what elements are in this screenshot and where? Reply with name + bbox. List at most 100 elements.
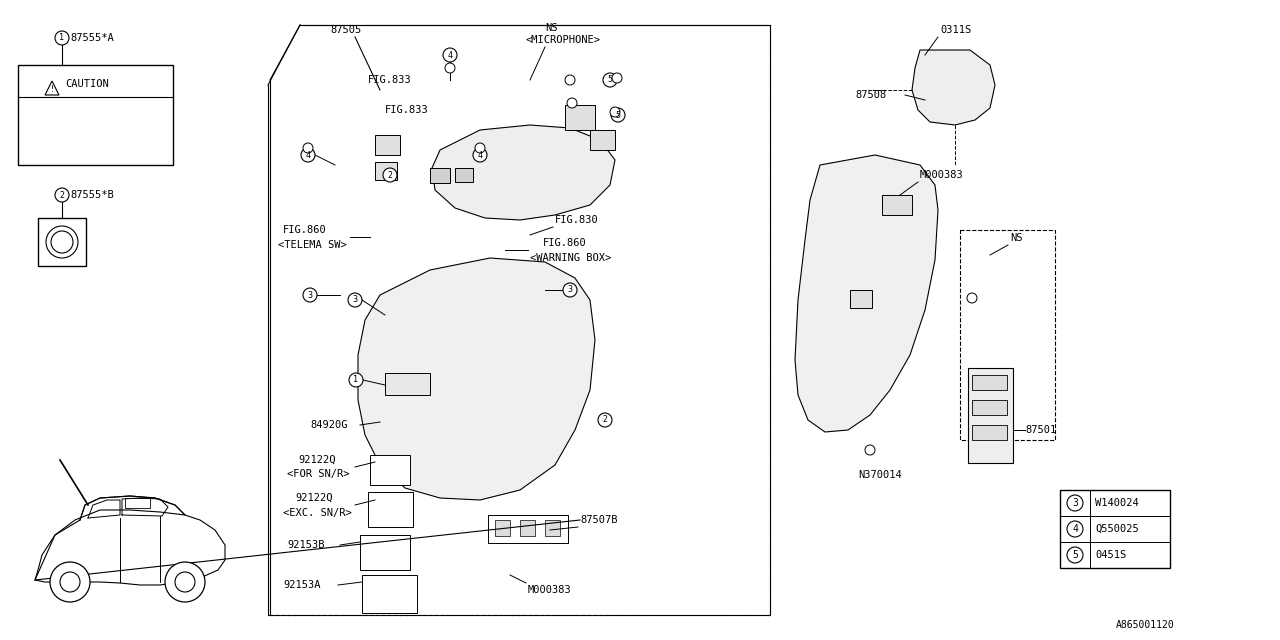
Text: 1: 1	[353, 376, 358, 385]
Text: FIG.860: FIG.860	[543, 238, 586, 248]
Text: 4: 4	[477, 150, 483, 159]
Circle shape	[563, 283, 577, 297]
Text: 5: 5	[1073, 550, 1078, 560]
Text: <EXC. SN/R>: <EXC. SN/R>	[283, 508, 352, 518]
Polygon shape	[358, 258, 595, 500]
Text: NS: NS	[1010, 233, 1023, 243]
Circle shape	[175, 572, 195, 592]
Text: FIG.833: FIG.833	[385, 105, 429, 115]
Polygon shape	[18, 65, 173, 165]
Polygon shape	[520, 520, 535, 536]
Text: <MICROPHONE>: <MICROPHONE>	[525, 35, 600, 45]
Polygon shape	[972, 425, 1007, 440]
Text: !: !	[50, 84, 54, 93]
Text: Q550025: Q550025	[1094, 524, 1139, 534]
Polygon shape	[545, 520, 561, 536]
Text: 0311S: 0311S	[940, 25, 972, 35]
Text: 87501: 87501	[1025, 425, 1056, 435]
Polygon shape	[125, 498, 150, 508]
Text: A865001120: A865001120	[1116, 620, 1175, 630]
Circle shape	[348, 293, 362, 307]
Circle shape	[1068, 547, 1083, 563]
Text: W140024: W140024	[1094, 498, 1139, 508]
Text: 4: 4	[1073, 524, 1078, 534]
Polygon shape	[795, 155, 938, 432]
Polygon shape	[360, 535, 410, 570]
Text: 3: 3	[1073, 498, 1078, 508]
Text: 0451S: 0451S	[1094, 550, 1126, 560]
Circle shape	[383, 168, 397, 182]
Text: 87505: 87505	[330, 25, 361, 35]
Polygon shape	[968, 368, 1012, 463]
Polygon shape	[972, 375, 1007, 390]
Circle shape	[564, 75, 575, 85]
Polygon shape	[362, 575, 417, 613]
Text: 92153B: 92153B	[287, 540, 325, 550]
Text: 87555*A: 87555*A	[70, 33, 114, 43]
Circle shape	[1068, 495, 1083, 511]
Text: <FOR SN/R>: <FOR SN/R>	[287, 469, 349, 479]
Text: 1: 1	[59, 33, 64, 42]
Text: 4: 4	[306, 150, 311, 159]
Circle shape	[603, 73, 617, 87]
Circle shape	[865, 445, 876, 455]
Polygon shape	[850, 290, 872, 308]
Polygon shape	[972, 400, 1007, 415]
Circle shape	[567, 98, 577, 108]
Circle shape	[474, 148, 486, 162]
Text: NS: NS	[545, 23, 558, 33]
Circle shape	[966, 293, 977, 303]
Polygon shape	[433, 125, 614, 220]
Text: 5: 5	[616, 111, 621, 120]
Polygon shape	[369, 492, 413, 527]
Circle shape	[301, 148, 315, 162]
Polygon shape	[370, 455, 410, 485]
Text: 87555*B: 87555*B	[70, 190, 114, 200]
Polygon shape	[960, 230, 1055, 440]
Polygon shape	[38, 218, 86, 266]
Circle shape	[443, 48, 457, 62]
Text: 3: 3	[352, 296, 357, 305]
Circle shape	[55, 188, 69, 202]
Polygon shape	[590, 130, 614, 150]
Text: 3: 3	[307, 291, 312, 300]
Text: 84920G: 84920G	[310, 420, 347, 430]
Polygon shape	[882, 195, 911, 215]
Text: 5: 5	[608, 76, 613, 84]
Text: <TELEMA SW>: <TELEMA SW>	[278, 240, 347, 250]
Circle shape	[50, 562, 90, 602]
Text: FIG.830: FIG.830	[556, 215, 599, 225]
Circle shape	[611, 108, 625, 122]
Text: N370014: N370014	[858, 470, 901, 480]
Circle shape	[445, 63, 454, 73]
Text: 2: 2	[59, 191, 64, 200]
Polygon shape	[430, 168, 451, 183]
Polygon shape	[495, 520, 509, 536]
Circle shape	[598, 413, 612, 427]
Polygon shape	[488, 515, 568, 543]
Text: 4: 4	[448, 51, 453, 60]
Polygon shape	[35, 510, 225, 585]
Text: 92122Q: 92122Q	[294, 493, 333, 503]
Circle shape	[51, 231, 73, 253]
Polygon shape	[911, 50, 995, 125]
Text: 92122Q: 92122Q	[298, 455, 335, 465]
Text: 2: 2	[603, 415, 608, 424]
Circle shape	[303, 288, 317, 302]
Text: 92153A: 92153A	[283, 580, 320, 590]
Text: M000383: M000383	[529, 585, 572, 595]
Polygon shape	[375, 135, 399, 155]
Circle shape	[612, 73, 622, 83]
Circle shape	[165, 562, 205, 602]
Text: 2: 2	[388, 170, 393, 179]
Polygon shape	[454, 168, 474, 182]
Text: FIG.860: FIG.860	[283, 225, 326, 235]
Text: 3: 3	[567, 285, 572, 294]
Polygon shape	[375, 162, 397, 180]
Polygon shape	[1060, 490, 1170, 568]
Circle shape	[303, 143, 314, 153]
Circle shape	[55, 31, 69, 45]
Circle shape	[46, 226, 78, 258]
Circle shape	[611, 107, 620, 117]
Polygon shape	[45, 81, 59, 95]
